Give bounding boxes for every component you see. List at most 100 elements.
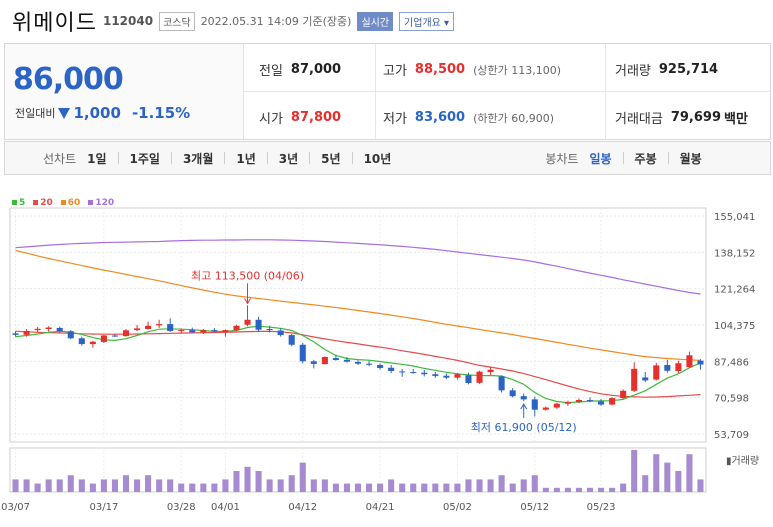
volume-bar	[189, 483, 196, 492]
candle-up	[45, 327, 52, 330]
volume-bar	[89, 483, 96, 492]
legend-ma120: 120	[88, 198, 114, 208]
prev-close: 전일 87,000	[259, 60, 341, 79]
x-tick-label: 05/12	[520, 502, 549, 513]
timestamp: 2022.05.31 14:09 기준(장중)	[200, 15, 352, 28]
candle-up	[675, 363, 682, 371]
candle-up	[100, 335, 107, 342]
price-summary: 86,000 전일대비 1,000 -1.15%	[5, 44, 244, 139]
prev-close-label: 전일	[259, 64, 283, 79]
change-label: 전일대비	[15, 107, 56, 120]
candle-down	[288, 335, 295, 345]
y-tick-label: 104,375	[714, 321, 755, 332]
candle-down	[78, 338, 85, 345]
candle-down	[520, 396, 527, 400]
volume-bar	[255, 471, 262, 492]
candle-up	[89, 341, 96, 345]
candle-up	[476, 371, 483, 383]
amount-value: 79,699	[670, 110, 722, 125]
candle-monthly[interactable]: 월봉	[679, 151, 702, 166]
max-annotation: 최고 113,500 (04/06)	[191, 269, 304, 282]
y-tick-label: 138,152	[714, 248, 755, 259]
volume-bar	[421, 483, 428, 492]
divider	[622, 152, 624, 164]
range-10y[interactable]: 10년	[363, 151, 392, 166]
volume-value: 925,714	[658, 62, 719, 77]
candle-up	[122, 330, 130, 337]
volume-bar	[288, 475, 295, 492]
candle-down	[697, 360, 704, 365]
candle-down	[111, 335, 118, 337]
volume-bar	[675, 471, 682, 492]
volume-bar	[45, 479, 52, 492]
amount-label: 거래대금	[615, 112, 663, 127]
ma120-line	[15, 239, 701, 295]
low-label: 저가	[383, 112, 407, 127]
candle-down	[664, 364, 671, 371]
candle-up	[178, 330, 185, 332]
volume-bar	[487, 479, 494, 492]
candle-up	[631, 368, 638, 391]
volume-bar	[233, 471, 240, 492]
legend-ma60: 60	[60, 198, 81, 208]
lower-limit: (하한가 60,900)	[473, 111, 555, 125]
range-1w[interactable]: 1주일	[129, 151, 160, 166]
divider	[375, 44, 376, 139]
volume-bar	[520, 479, 527, 492]
company-info-dropdown[interactable]: 기업개요 ▾	[399, 11, 455, 31]
company-info-label: 기업개요	[404, 17, 441, 29]
candle-down	[388, 367, 395, 371]
divider	[266, 152, 268, 164]
realtime-button[interactable]: 실시간	[357, 11, 394, 31]
candle-down	[277, 330, 284, 336]
candle-up	[653, 365, 660, 380]
candle-up	[321, 357, 328, 365]
candle-down	[189, 330, 196, 333]
volume-bar	[200, 483, 207, 492]
volume-bar	[620, 483, 627, 492]
open-value: 87,800	[290, 110, 342, 125]
divider	[667, 152, 669, 164]
candle-up	[222, 330, 229, 333]
range-3y[interactable]: 3년	[278, 151, 299, 166]
candle-down	[586, 400, 594, 402]
chevron-down-icon: ▾	[444, 17, 450, 29]
range-5y[interactable]: 5년	[321, 151, 341, 166]
volume-bar	[399, 483, 406, 492]
open-price: 시가 87,800	[259, 108, 341, 127]
candle-down	[509, 390, 516, 397]
candle-daily[interactable]: 일봉	[589, 151, 612, 166]
volume-bar	[598, 487, 605, 492]
candle-down	[399, 371, 406, 373]
range-1y[interactable]: 1년	[236, 151, 256, 166]
volume-bar	[100, 479, 107, 492]
volume-bar	[454, 483, 461, 492]
volume-bar	[310, 479, 317, 492]
range-3m[interactable]: 3개월	[182, 151, 214, 166]
candle-up	[620, 390, 627, 399]
ma20-line	[15, 330, 701, 398]
volume-bar	[178, 483, 185, 492]
stock-name: 위메이드	[12, 11, 97, 36]
legend-ma60-label: 60	[67, 198, 81, 208]
candle-up	[156, 324, 163, 326]
x-tick-label: 03/28	[167, 502, 196, 513]
divider	[605, 44, 606, 139]
legend-ma5: 5	[12, 198, 25, 208]
volume: 거래량 925,714	[615, 60, 718, 79]
volume-bar	[167, 479, 174, 492]
candle-weekly[interactable]: 주봉	[634, 151, 657, 166]
candle-up	[454, 374, 461, 378]
volume-bar	[122, 475, 130, 492]
current-price: 86,000	[13, 62, 124, 97]
candle-down	[498, 376, 505, 391]
down-triangle-icon	[58, 107, 71, 119]
range-1d[interactable]: 1일	[87, 151, 107, 166]
volume-bar	[266, 479, 273, 492]
y-tick-label: 70,598	[714, 394, 749, 405]
chart-toolbar: 선차트 1일 1주일 3개월 1년 3년 5년 10년 봉차트 일봉 주봉 월봉	[4, 141, 771, 175]
volume-bar	[145, 475, 152, 492]
quote-panel: 86,000 전일대비 1,000 -1.15% 전일 87,000 시가 87…	[4, 43, 771, 140]
high-value: 88,500	[414, 62, 466, 77]
